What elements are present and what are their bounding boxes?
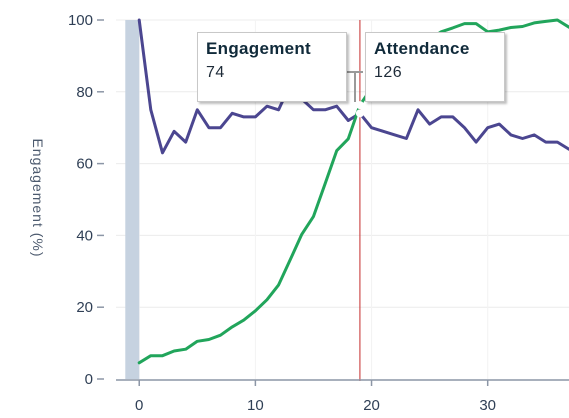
tooltip-attendance-name: Attendance [374,39,470,58]
hover-point-engagement [355,109,364,118]
tooltip-engagement-value: 74 [206,64,225,81]
y-tick-label-80: 80 [76,84,93,101]
y-tick-label-100: 100 [68,12,93,29]
y-tick-label-60: 60 [76,156,93,173]
tooltip-attendance: Attendance 126 [365,32,505,102]
axes: 0 20 40 60 80 100 0 10 20 30 [68,12,569,414]
series-lines[interactable] [137,18,569,381]
tooltip-attendance-value: 126 [374,64,403,81]
series-line-attendance[interactable] [137,18,569,365]
gridlines [116,19,569,379]
y-tick-label-20: 20 [76,299,93,316]
y-tick-label-40: 40 [76,227,93,244]
x-tick-label-20: 20 [363,397,380,414]
hover-point-attendance [355,101,364,110]
y-tick-label-0: 0 [85,371,93,388]
tooltip-engagement: Engagement 74 [197,32,347,102]
x-tick-label-0: 0 [135,397,143,414]
y-axis-title: Engagement (%) [30,138,46,257]
y-axis-band [125,20,140,379]
series-line-engagement[interactable] [137,18,569,155]
x-tick-label-30: 30 [479,397,496,414]
tooltip-engagement-name: Engagement [206,39,312,58]
x-tick-label-10: 10 [247,397,264,414]
